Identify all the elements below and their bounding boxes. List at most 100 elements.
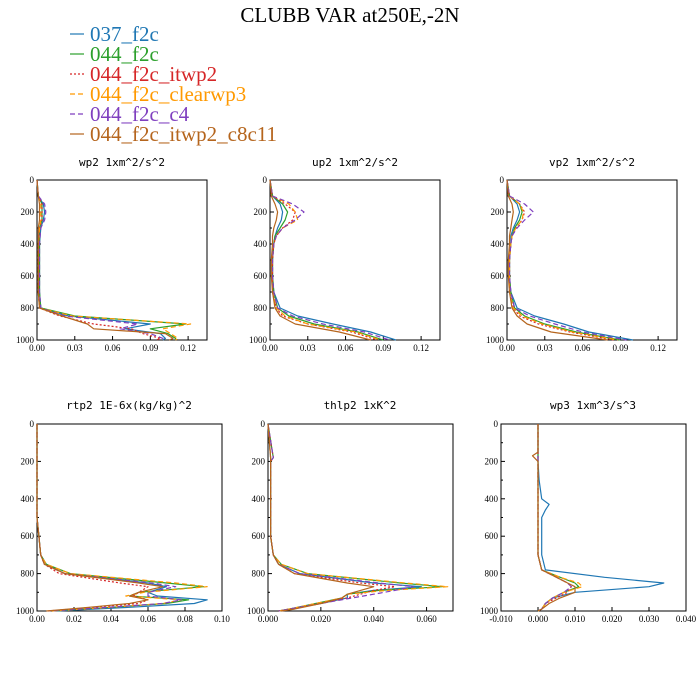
x-tick-label: 0.00: [29, 614, 45, 624]
series-line: [506, 179, 618, 341]
panel-title: thlp2 1xK^2: [324, 399, 397, 412]
x-tick-label: 0.00: [262, 343, 278, 353]
y-tick-label: 0: [30, 419, 35, 429]
series-line: [36, 179, 161, 341]
x-tick-label: 0.010: [565, 614, 586, 624]
series-line: [36, 424, 182, 612]
panel-wp3: wp3 1xm^3/s^3 0 200 400 600 800 1000-0.010 0.0…: [480, 399, 697, 624]
y-tick-label: 800: [254, 303, 268, 313]
series-line: [36, 424, 208, 612]
y-tick-label: 200: [21, 456, 35, 466]
legend-label: 044_f2c: [90, 42, 159, 66]
y-tick-label: 0: [30, 175, 35, 185]
y-tick-label: 600: [485, 531, 499, 541]
x-tick-label: 0.12: [180, 343, 196, 353]
y-tick-label: 400: [21, 494, 35, 504]
panel-rtp2: rtp2 1E-6x(kg/kg)^2 020040060080010000.0…: [16, 399, 230, 624]
series-line: [36, 424, 149, 612]
y-tick-label: 800: [21, 569, 35, 579]
x-tick-label: 0.00: [29, 343, 45, 353]
legend-label: 037_f2c: [90, 22, 159, 46]
plot-frame: [269, 179, 441, 341]
series-line: [36, 179, 174, 341]
legend-label: 044_f2c_itwp2: [90, 62, 217, 86]
legend-entry: 044_f2c_c4: [70, 102, 190, 126]
x-tick-label: 0.02: [66, 614, 82, 624]
series-line: [506, 179, 615, 341]
series-line: [537, 424, 665, 612]
legend-entry: 037_f2c: [70, 22, 159, 46]
x-tick-label: 0.10: [214, 614, 230, 624]
panel-title: wp2 1xm^2/s^2: [79, 156, 165, 169]
series-line: [269, 179, 371, 341]
y-tick-label: 0: [261, 419, 266, 429]
x-tick-label: 0.03: [300, 343, 316, 353]
x-tick-label: 0.06: [575, 343, 591, 353]
series-line: [269, 179, 384, 341]
x-tick-label: 0.030: [639, 614, 660, 624]
series-line: [537, 424, 580, 612]
y-tick-label: 200: [21, 207, 35, 217]
y-tick-label: 600: [21, 271, 35, 281]
series-line: [267, 423, 414, 612]
x-tick-label: 0.09: [375, 343, 391, 353]
y-tick-label: 600: [21, 531, 35, 541]
series-line: [36, 424, 164, 612]
y-tick-label: 0: [494, 419, 499, 429]
y-tick-label: 200: [491, 207, 505, 217]
x-tick-label: -0.010: [489, 614, 513, 624]
series-line: [36, 179, 187, 340]
x-tick-label: 0.06: [140, 614, 156, 624]
x-tick-label: 0.12: [650, 343, 666, 353]
x-tick-label: 0.08: [177, 614, 193, 624]
legend-entry: 044_f2c_itwp2_c8c11: [70, 122, 277, 146]
series-line: [531, 424, 576, 612]
plot-frame: [36, 423, 223, 612]
y-tick-label: 200: [485, 456, 499, 466]
x-tick-label: 0.03: [537, 343, 553, 353]
legend: 037_f2c 044_f2c 044_f2c_itwp2 044_f2c_cl…: [70, 22, 277, 146]
y-tick-label: 400: [252, 494, 266, 504]
x-tick-label: 0.000: [258, 614, 279, 624]
y-tick-label: 1000: [249, 335, 268, 345]
x-tick-label: 0.040: [676, 614, 697, 624]
x-tick-label: 0.040: [364, 614, 385, 624]
panel-title: vp2 1xm^2/s^2: [549, 156, 635, 169]
series-line: [269, 179, 381, 341]
series-line: [36, 179, 166, 341]
series-line: [267, 423, 375, 612]
panel-title: rtp2 1E-6x(kg/kg)^2: [66, 399, 192, 412]
y-tick-label: 0: [263, 175, 268, 185]
x-tick-label: 0.06: [105, 343, 121, 353]
y-tick-label: 400: [491, 239, 505, 249]
y-tick-label: 1000: [247, 606, 266, 616]
y-tick-label: 800: [485, 569, 499, 579]
y-tick-label: 600: [252, 531, 266, 541]
y-tick-label: 1000: [480, 606, 499, 616]
legend-entry: 044_f2c_itwp2: [70, 62, 217, 86]
x-tick-label: 0.03: [67, 343, 83, 353]
x-tick-label: 0.04: [103, 614, 119, 624]
x-tick-label: 0.09: [142, 343, 158, 353]
legend-entry: 044_f2c: [70, 42, 159, 66]
legend-label: 044_f2c_c4: [90, 102, 190, 126]
y-tick-label: 600: [254, 271, 268, 281]
x-tick-label: 0.060: [416, 614, 437, 624]
y-tick-label: 1000: [16, 335, 35, 345]
panel-title: wp3 1xm^3/s^3: [550, 399, 636, 412]
y-tick-label: 1000: [486, 335, 505, 345]
x-tick-label: 0.12: [413, 343, 429, 353]
series-line: [36, 179, 164, 341]
y-tick-label: 400: [254, 239, 268, 249]
series-line: [506, 179, 608, 341]
series-line: [36, 424, 208, 612]
x-tick-label: 0.09: [612, 343, 628, 353]
y-tick-label: 400: [485, 494, 499, 504]
series-line: [269, 179, 378, 341]
y-tick-label: 400: [21, 239, 35, 249]
y-tick-label: 1000: [16, 606, 35, 616]
y-tick-label: 800: [252, 569, 266, 579]
